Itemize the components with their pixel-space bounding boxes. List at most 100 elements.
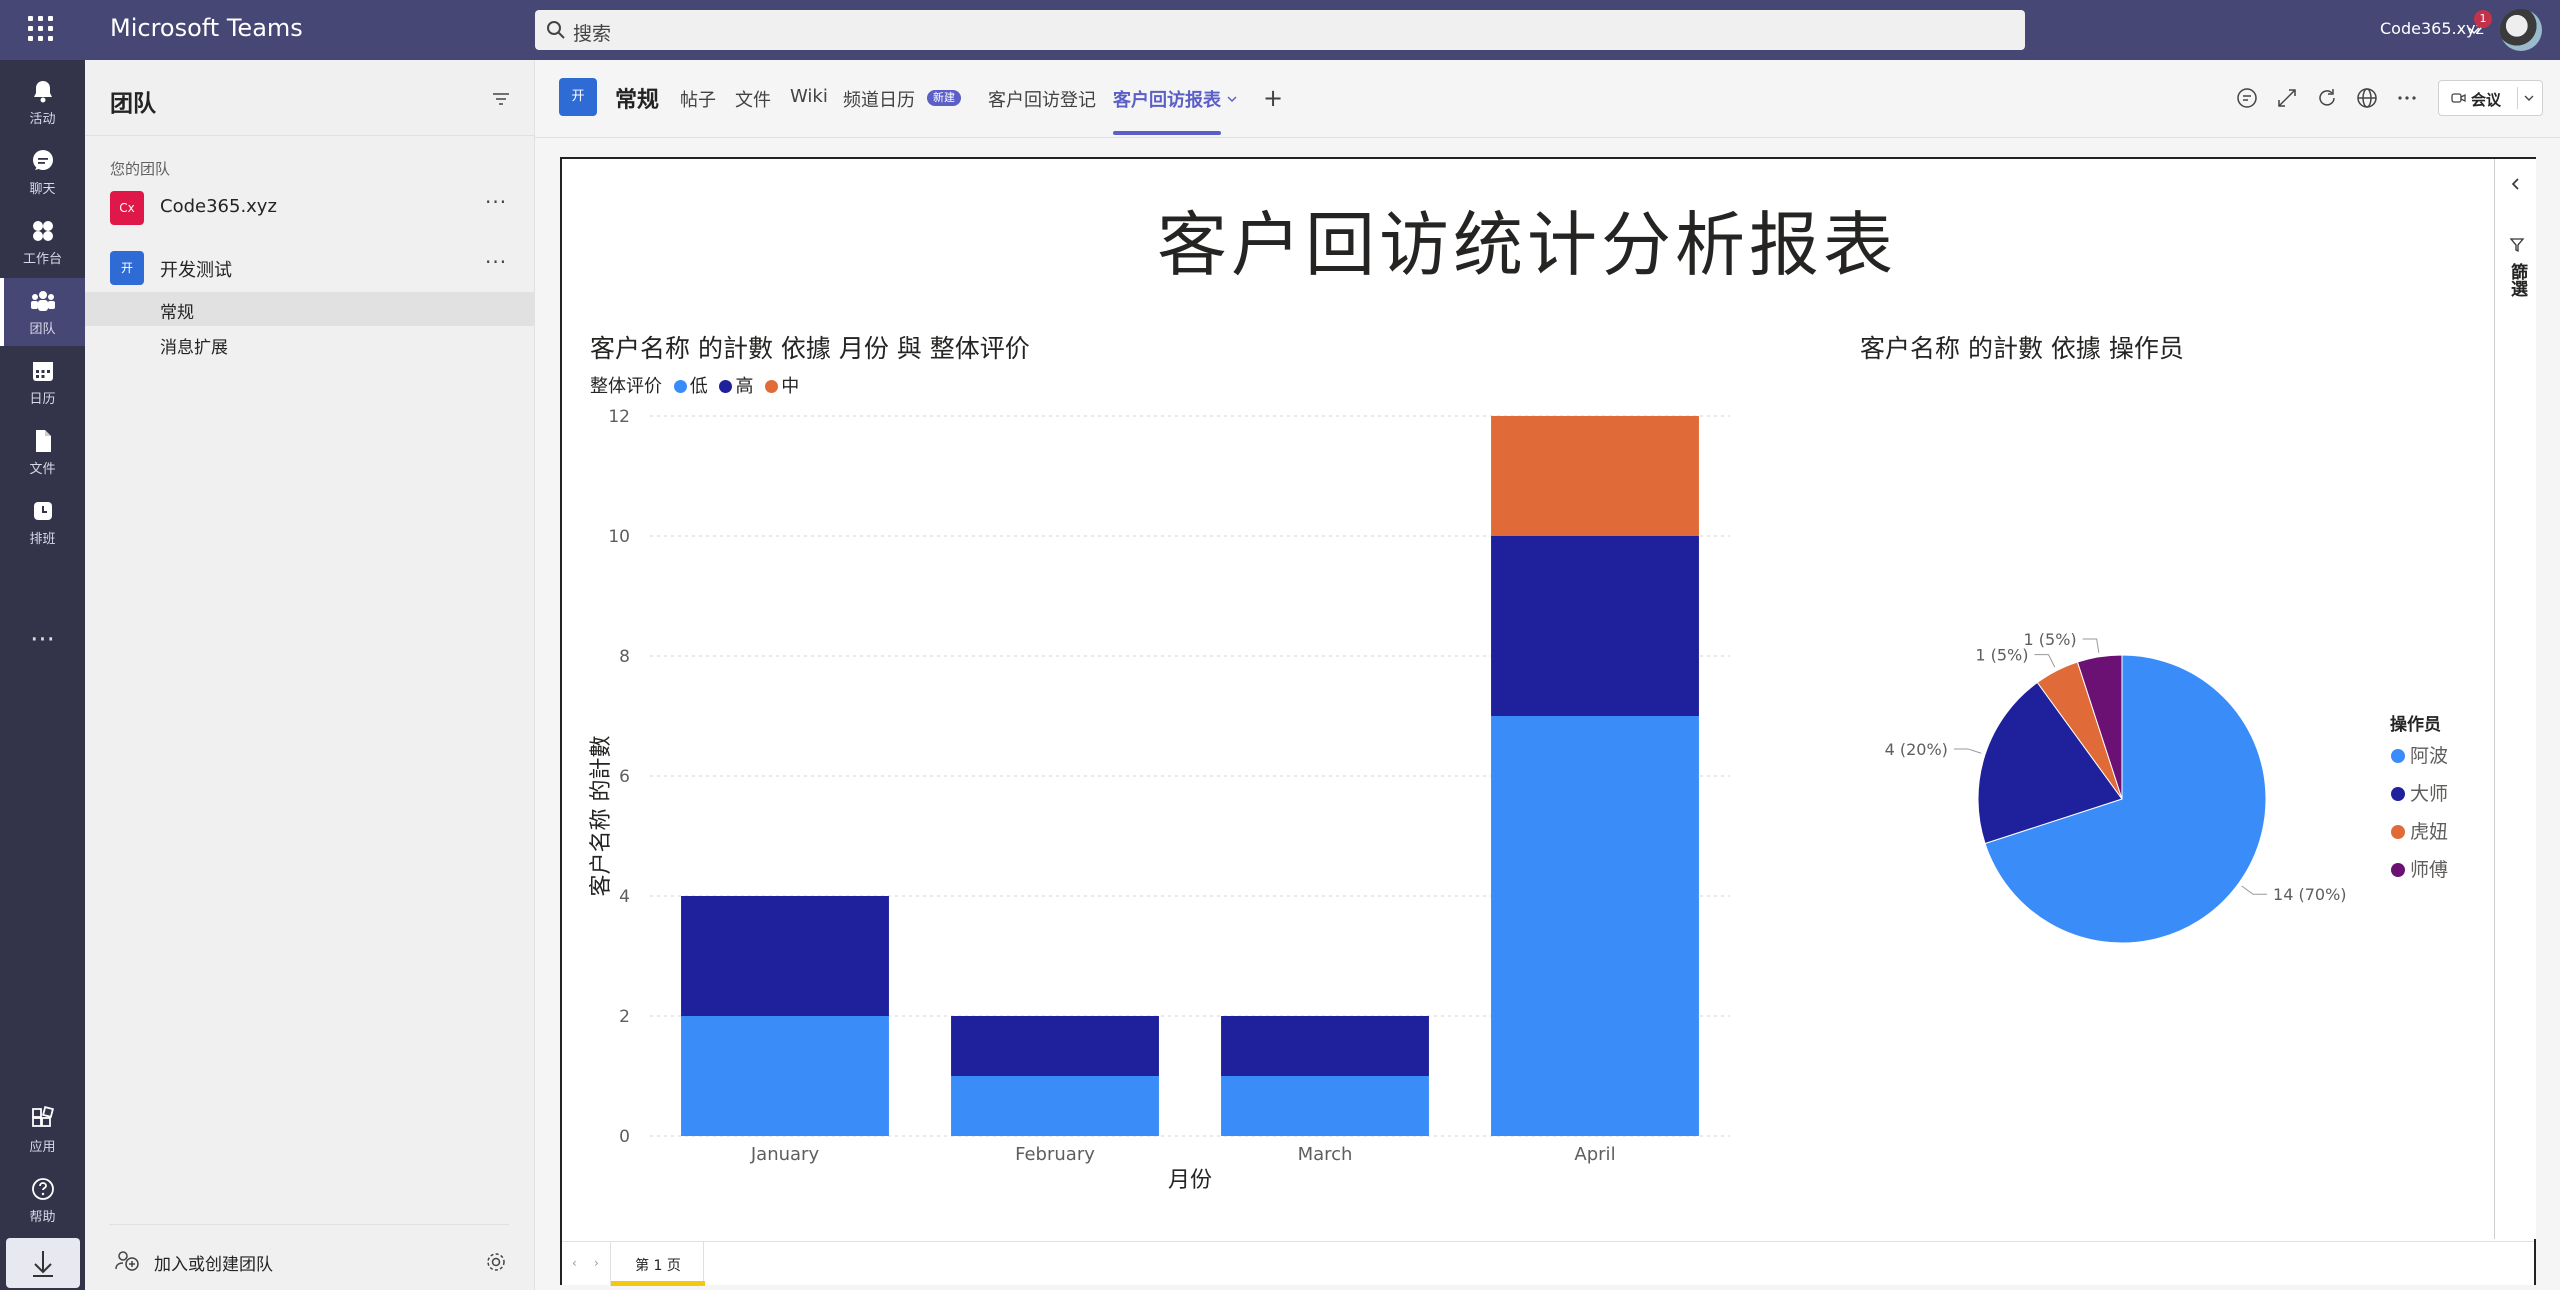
more-options-icon[interactable]: ··· <box>485 250 507 274</box>
rail-item-workspace[interactable]: 工作台 <box>0 208 85 276</box>
rail-item-shifts[interactable]: 排班 <box>0 488 85 556</box>
bar-segment[interactable] <box>1491 416 1699 536</box>
legend-item[interactable]: 师傅 <box>2391 859 2448 881</box>
next-page-icon[interactable]: › <box>594 1256 599 1270</box>
chevron-left-icon[interactable] <box>2509 177 2523 191</box>
page-tab-1[interactable]: 第 1 页 <box>610 1242 704 1286</box>
legend-item[interactable]: 阿波 <box>2391 745 2448 767</box>
legend-label: 师傅 <box>2410 859 2448 881</box>
y-tick-label: 6 <box>619 767 630 787</box>
shifts-icon <box>30 498 56 524</box>
leader-line <box>1954 749 1981 753</box>
team-item-code365[interactable]: Cx Code365.xyz ··· <box>85 182 535 232</box>
rail-item-calendar[interactable]: 日历 <box>0 348 85 416</box>
x-axis-title: 月份 <box>1168 1168 1212 1193</box>
bar-segment[interactable] <box>951 1076 1159 1136</box>
rail-label: 聊天 <box>0 178 85 197</box>
rail-label: 文件 <box>0 458 85 477</box>
prev-page-icon[interactable]: ‹ <box>572 1256 577 1270</box>
add-tab-icon[interactable]: + <box>1263 84 1283 112</box>
channel-item-general[interactable]: 常规 <box>85 292 535 326</box>
legend-label: 虎妞 <box>2410 821 2448 843</box>
divider <box>109 1224 509 1225</box>
tab-channel-calendar[interactable]: 频道日历 <box>843 86 915 112</box>
tab-posts[interactable]: 帖子 <box>680 86 716 112</box>
more-options-icon[interactable]: ··· <box>485 190 507 214</box>
download-button[interactable] <box>6 1238 80 1288</box>
funnel-icon <box>2509 237 2525 253</box>
rail-item-apps[interactable]: 应用 <box>0 1096 85 1164</box>
x-tick-label: March <box>1298 1144 1353 1165</box>
rail-item-chat[interactable]: 聊天 <box>0 138 85 206</box>
active-tab-indicator <box>1113 131 1221 135</box>
legend-item[interactable]: 虎妞 <box>2391 821 2448 843</box>
pie-chart-title: 客户名称 的計數 依據 操作员 <box>1860 329 2184 365</box>
x-tick-label: February <box>1015 1144 1095 1165</box>
chevron-down-icon[interactable] <box>2523 92 2535 104</box>
tab-wiki[interactable]: Wiki <box>790 86 828 107</box>
more-apps-icon[interactable]: ··· <box>0 625 85 655</box>
workspace-icon <box>30 218 56 244</box>
legend-label: 阿波 <box>2410 745 2448 767</box>
rail-item-files[interactable]: 文件 <box>0 418 85 486</box>
y-tick-label: 10 <box>608 527 630 547</box>
new-badge: 新建 <box>927 90 961 106</box>
bar-segment[interactable] <box>951 1016 1159 1076</box>
tab-visit-registration[interactable]: 客户回访登记 <box>988 86 1096 112</box>
y-tick-label: 0 <box>619 1127 630 1147</box>
more-options-icon[interactable] <box>2395 86 2419 110</box>
tab-visit-report[interactable]: 客户回访报表 <box>1113 86 1221 112</box>
section-label: 您的团队 <box>110 158 170 179</box>
team-avatar: 开 <box>110 251 144 285</box>
rail-label: 日历 <box>0 388 85 407</box>
bell-icon <box>30 78 56 104</box>
legend-swatch <box>2391 787 2405 801</box>
report-canvas: 客户回访统计分析报表 客户名称 的計數 依據 月份 與 整体评价 整体评价 低 … <box>560 157 2536 1285</box>
page-tab-label: 第 1 页 <box>611 1255 705 1275</box>
data-label: 1 (5%) <box>2024 630 2077 649</box>
team-item-dev-test[interactable]: 开 开发测试 ··· <box>85 242 535 292</box>
avatar[interactable] <box>2500 9 2542 51</box>
channel-team-avatar: 开 <box>559 78 597 116</box>
rail-label: 排班 <box>0 528 85 547</box>
calendar-icon <box>30 358 56 384</box>
rail-label: 活动 <box>0 108 85 127</box>
rail-item-activity[interactable]: 活动 <box>0 68 85 136</box>
refresh-icon[interactable] <box>2315 86 2339 110</box>
globe-icon[interactable] <box>2355 86 2379 110</box>
filter-icon[interactable] <box>490 88 512 110</box>
y-tick-label: 4 <box>619 887 630 907</box>
chevron-down-icon[interactable] <box>1225 92 1239 106</box>
gear-icon[interactable] <box>485 1251 507 1273</box>
meet-button[interactable]: 会议 <box>2438 80 2543 116</box>
rail-item-teams[interactable]: 团队 <box>0 278 85 346</box>
search-input[interactable]: 搜索 <box>535 10 2025 50</box>
join-team-label: 加入或创建团队 <box>154 1250 273 1275</box>
legend-item[interactable]: 大师 <box>2391 783 2448 805</box>
bar-segment[interactable] <box>681 896 889 1016</box>
bar-segment[interactable] <box>1221 1076 1429 1136</box>
notification-badge: 1 <box>2474 10 2492 28</box>
rail-item-help[interactable]: 帮助 <box>0 1166 85 1234</box>
legend-label: 大师 <box>2410 783 2448 805</box>
search-icon <box>545 19 567 41</box>
bar-segment[interactable] <box>681 1016 889 1136</box>
channel-item-message-extension[interactable]: 消息扩展 <box>85 327 535 361</box>
meet-label: 会议 <box>2471 89 2501 110</box>
leader-line <box>2083 639 2099 653</box>
expand-icon[interactable] <box>2275 86 2299 110</box>
rail-label: 团队 <box>0 318 85 337</box>
bar-segment[interactable] <box>1491 536 1699 716</box>
team-name: Code365.xyz <box>160 196 277 217</box>
bar-segment[interactable] <box>1221 1016 1429 1076</box>
app-bar: 活动 聊天 工作台 团队 日历 文件 排班 ··· 应用 <box>0 60 85 1290</box>
conversation-icon[interactable] <box>2235 86 2259 110</box>
filters-pane[interactable]: 篩選 <box>2494 159 2536 1239</box>
channel-title: 常规 <box>615 82 659 114</box>
tab-files[interactable]: 文件 <box>735 86 771 112</box>
app-launcher-icon[interactable] <box>28 16 56 44</box>
add-people-icon <box>115 1249 141 1271</box>
bar-segment[interactable] <box>1491 716 1699 1136</box>
